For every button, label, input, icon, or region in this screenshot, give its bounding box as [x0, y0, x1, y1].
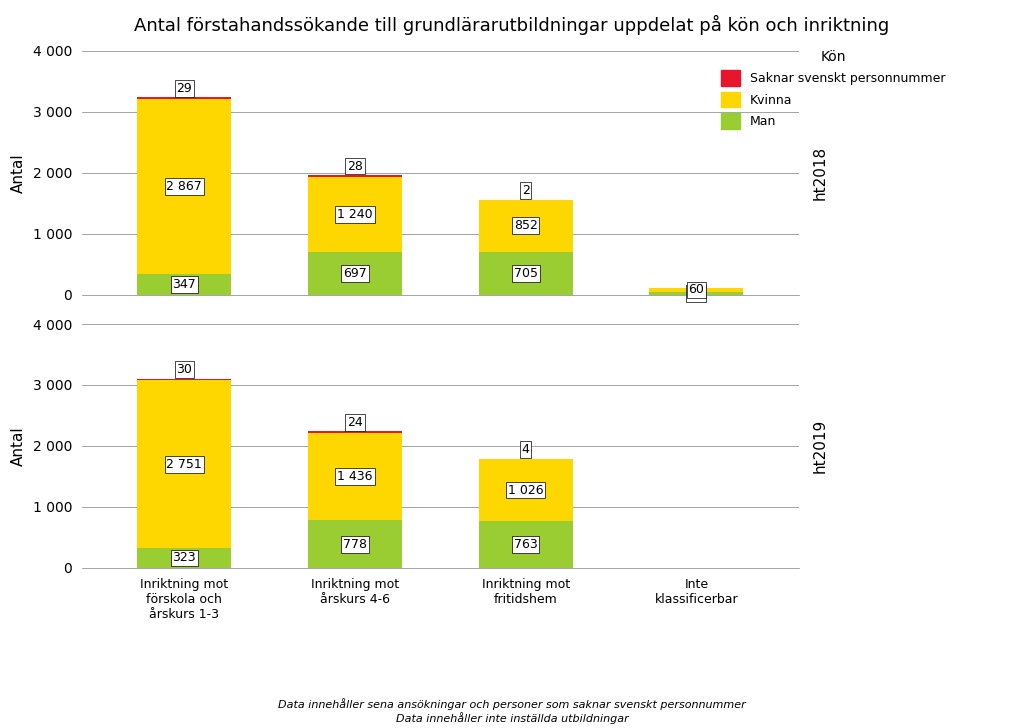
Bar: [308, 433, 401, 521]
Bar: [137, 379, 231, 381]
Bar: [137, 548, 231, 568]
Text: 50: 50: [688, 287, 705, 300]
Bar: [137, 274, 231, 295]
Text: 29: 29: [176, 82, 193, 95]
Bar: [137, 381, 231, 548]
Bar: [308, 177, 401, 253]
Text: 347: 347: [172, 277, 197, 290]
Bar: [479, 521, 572, 568]
Bar: [649, 292, 743, 295]
Text: 1 026: 1 026: [508, 483, 544, 496]
Text: 2 751: 2 751: [167, 458, 202, 471]
Text: 28: 28: [347, 159, 362, 173]
Text: ht2019: ht2019: [813, 419, 828, 473]
Y-axis label: Antal: Antal: [11, 426, 26, 466]
Text: 763: 763: [514, 538, 538, 551]
Text: Data innehåller sena ansökningar och personer som saknar svenskt personnummer
Da: Data innehåller sena ansökningar och per…: [279, 699, 745, 724]
Text: ht2018: ht2018: [813, 146, 828, 200]
Text: 2 867: 2 867: [167, 180, 202, 193]
Text: 323: 323: [172, 552, 197, 564]
Bar: [308, 432, 401, 433]
Text: Antal förstahandssökande till grundlärarutbildningar uppdelat på kön och inriktn: Antal förstahandssökande till grundlärar…: [134, 15, 890, 35]
Text: 1 240: 1 240: [337, 208, 373, 221]
Bar: [308, 253, 401, 295]
Text: 2: 2: [521, 184, 529, 197]
Bar: [479, 459, 572, 521]
Y-axis label: Antal: Antal: [11, 153, 26, 193]
Bar: [479, 200, 572, 252]
Text: 778: 778: [343, 538, 367, 550]
Text: 60: 60: [688, 283, 705, 296]
Text: 1 436: 1 436: [337, 470, 373, 483]
Text: 24: 24: [347, 416, 362, 429]
Bar: [308, 521, 401, 568]
Bar: [649, 288, 743, 292]
Bar: [137, 99, 231, 274]
Bar: [137, 97, 231, 99]
Bar: [479, 252, 572, 295]
Legend: Saknar svenskt personnummer, Kvinna, Man: Saknar svenskt personnummer, Kvinna, Man: [716, 45, 950, 133]
Text: 4: 4: [521, 443, 529, 456]
Bar: [308, 175, 401, 177]
Text: 697: 697: [343, 267, 367, 280]
Text: 30: 30: [176, 363, 193, 376]
Text: 852: 852: [514, 219, 538, 232]
Text: 705: 705: [514, 266, 538, 280]
